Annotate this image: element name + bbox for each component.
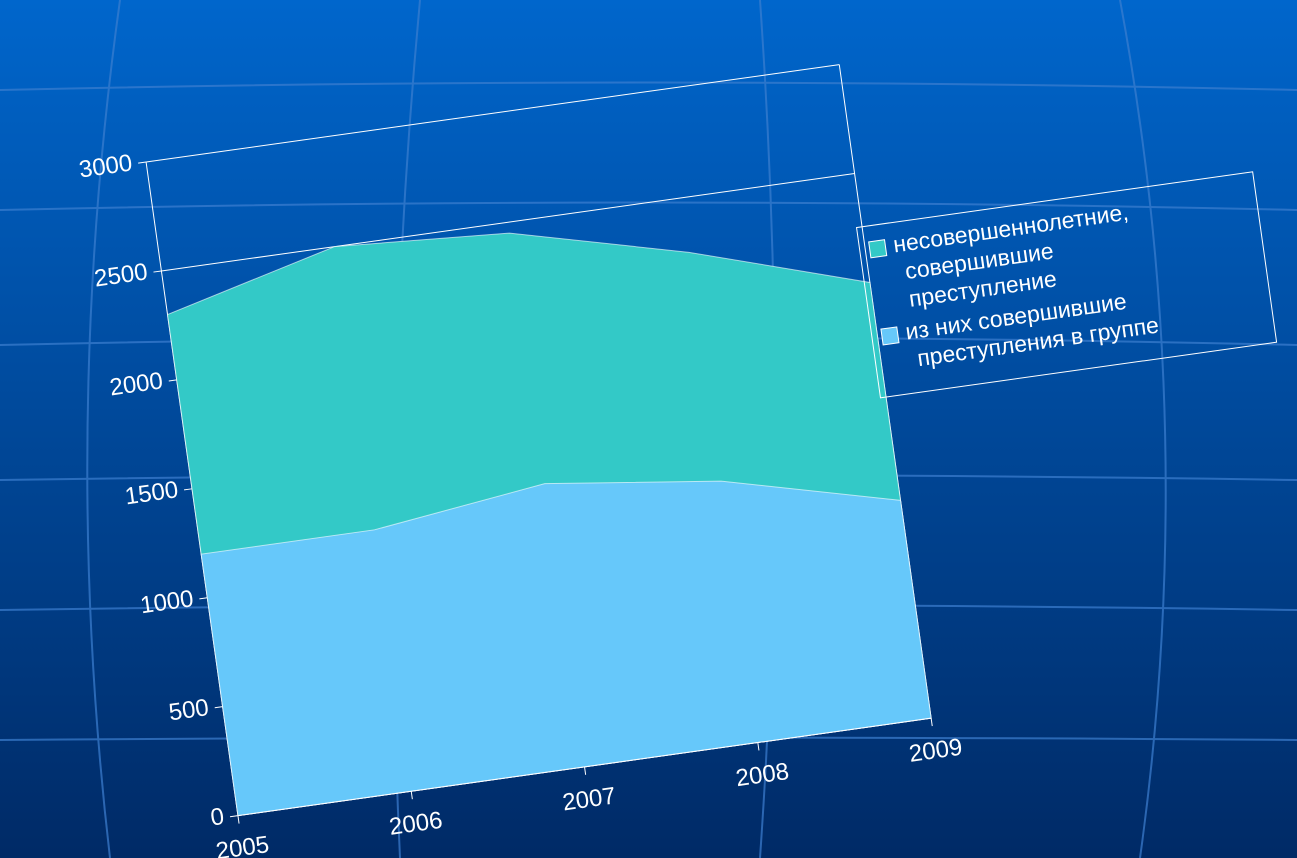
plot: 0500100015002000250030002005200620072008… [77,64,964,858]
grid-line [146,64,840,163]
legend-swatch [880,326,900,346]
x-tick [584,766,587,775]
legend-swatch [868,239,888,259]
x-tick [930,718,933,727]
grid-line [161,173,855,272]
area [200,480,932,817]
y-tick-label: 500 [167,694,210,726]
x-tick [410,791,413,800]
y-tick [184,488,193,491]
x-tick [237,815,240,824]
y-tick [153,270,162,273]
x-tick [757,742,760,751]
y-tick [229,815,239,818]
legend-box [855,171,1278,399]
y-tick [138,161,147,164]
y-tick [199,597,208,600]
y-tick-label: 0 [209,803,226,832]
y-tick [168,379,177,382]
y-tick [214,706,223,709]
